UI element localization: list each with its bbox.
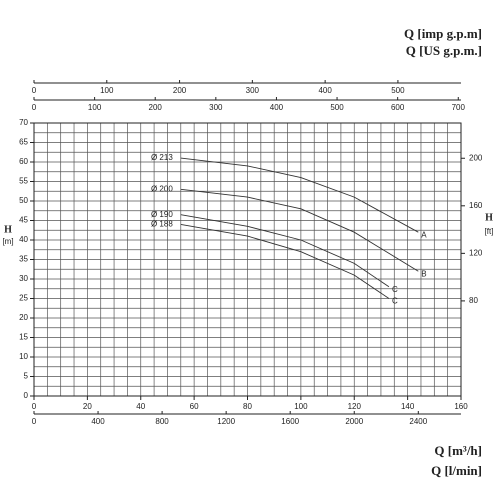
extra-x-tick-label: 0 (32, 103, 37, 112)
extra-x-label: Q [US g.p.m.] (406, 43, 482, 58)
curve-end-label: C (392, 285, 398, 294)
curve-name: Ø 200 (151, 184, 173, 193)
y2-tick-label: 120 (469, 248, 483, 257)
y-tick-label: 20 (19, 313, 28, 322)
y-tick-label: 65 (19, 138, 28, 147)
curve-end-label: B (421, 269, 426, 278)
y-tick-label: 25 (19, 294, 28, 303)
y-tick-label: 70 (19, 118, 28, 127)
x-tick-label: 20 (83, 402, 92, 411)
y-tick-label: 55 (19, 177, 28, 186)
pump-curve (180, 157, 419, 233)
curve-name: Ø 213 (151, 153, 173, 162)
y-tick-label: 0 (24, 391, 29, 400)
x-tick-label: 80 (243, 402, 252, 411)
y-label: H (4, 224, 12, 235)
y-tick-label: 10 (19, 352, 28, 361)
y-tick-label: 60 (19, 157, 28, 166)
extra-x-label: Q [imp g.p.m] (404, 26, 482, 41)
extra-x-tick-label: 100 (100, 86, 114, 95)
extra-x-tick-label: 800 (155, 417, 169, 426)
y-tick-label: 5 (24, 372, 29, 381)
extra-x-tick-label: 700 (452, 103, 466, 112)
extra-x-tick-label: 2000 (345, 417, 363, 426)
extra-x-tick-label: 2400 (409, 417, 427, 426)
curve-end-label: A (421, 230, 427, 239)
y2-tick-label: 80 (469, 296, 478, 305)
y-unit: [m] (2, 237, 13, 246)
extra-x-tick-label: 400 (270, 103, 284, 112)
x-label: Q [m³/h] (434, 443, 482, 458)
extra-x-tick-label: 100 (88, 103, 102, 112)
x-tick-label: 160 (454, 402, 468, 411)
y2-label: H (485, 212, 493, 223)
extra-x-label: Q [l/min] (431, 463, 482, 478)
extra-x-tick-label: 300 (209, 103, 223, 112)
extra-x-tick-label: 0 (32, 417, 37, 426)
curve-end-label: C (392, 297, 398, 306)
pump-curve (180, 223, 390, 299)
y-tick-label: 30 (19, 274, 28, 283)
x-tick-label: 0 (32, 402, 37, 411)
pump-curve (180, 188, 419, 272)
curve-name: Ø 190 (151, 210, 173, 219)
x-tick-label: 40 (136, 402, 145, 411)
extra-x-tick-label: 400 (91, 417, 105, 426)
extra-x-tick-label: 400 (318, 86, 332, 95)
x-tick-label: 60 (190, 402, 199, 411)
y-tick-label: 40 (19, 235, 28, 244)
x-tick-label: 140 (401, 402, 415, 411)
extra-x-tick-label: 200 (173, 86, 187, 95)
extra-x-tick-label: 500 (391, 86, 405, 95)
pump-curve (180, 214, 390, 288)
extra-x-tick-label: 1200 (217, 417, 235, 426)
extra-x-tick-label: 200 (149, 103, 163, 112)
y-tick-label: 35 (19, 255, 28, 264)
y2-unit: [ft] (485, 227, 494, 236)
x-tick-label: 100 (294, 402, 308, 411)
extra-x-tick-label: 1600 (281, 417, 299, 426)
y2-tick-label: 160 (469, 201, 483, 210)
y-tick-label: 45 (19, 216, 28, 225)
y2-tick-label: 200 (469, 153, 483, 162)
x-tick-label: 120 (348, 402, 362, 411)
extra-x-tick-label: 500 (330, 103, 344, 112)
extra-x-tick-label: 300 (246, 86, 260, 95)
y-tick-label: 50 (19, 196, 28, 205)
y-tick-label: 15 (19, 333, 28, 342)
curve-name: Ø 188 (151, 220, 173, 229)
extra-x-tick-label: 0 (32, 86, 37, 95)
extra-x-tick-label: 600 (391, 103, 405, 112)
